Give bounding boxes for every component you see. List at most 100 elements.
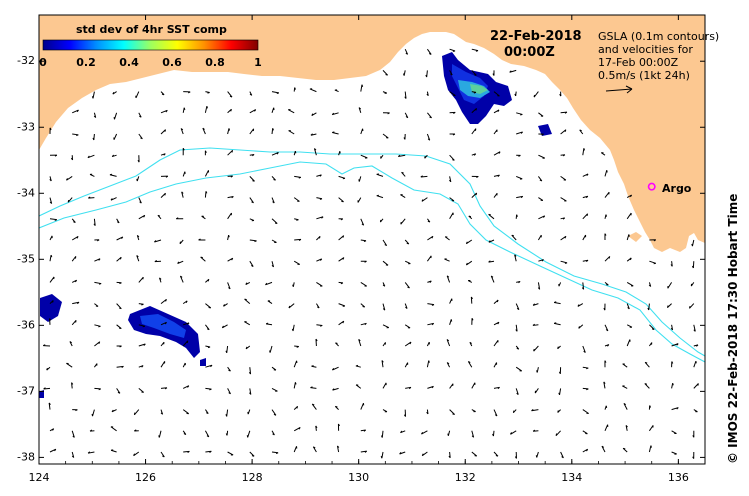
velocity-arrow — [582, 173, 589, 177]
velocity-arrow — [622, 363, 628, 368]
velocity-arrow — [693, 324, 696, 332]
velocity-arrow — [205, 364, 213, 368]
velocity-arrow — [316, 281, 323, 287]
velocity-arrow — [160, 361, 166, 368]
velocity-arrow — [331, 366, 339, 371]
velocity-arrow — [288, 130, 295, 135]
velocity-arrow — [154, 260, 162, 263]
velocity-arrow — [358, 176, 362, 182]
velocity-arrow — [138, 197, 142, 204]
gsla-legend: GSLA (0.1m contours) and velocities for … — [598, 30, 719, 94]
velocity-arrow — [160, 298, 167, 304]
velocity-arrow — [604, 324, 609, 332]
velocity-arrow — [177, 260, 184, 264]
velocity-arrow — [689, 303, 695, 309]
velocity-arrow — [693, 409, 698, 413]
velocity-arrow — [133, 409, 140, 416]
velocity-arrow — [182, 107, 186, 113]
velocity-arrow — [154, 239, 162, 243]
velocity-arrow — [691, 239, 695, 247]
date-label: 22-Feb-2018 — [490, 29, 582, 44]
x-tick-label: 134 — [561, 471, 582, 484]
velocity-arrow — [421, 430, 428, 435]
velocity-arrow — [403, 409, 407, 417]
velocity-arrow — [49, 448, 57, 453]
velocity-arrow — [71, 430, 75, 438]
velocity-arrow — [94, 239, 100, 242]
velocity-arrow — [671, 343, 679, 347]
velocity-arrow — [293, 360, 298, 368]
velocity-arrow — [426, 133, 431, 141]
velocity-arrow — [204, 430, 210, 438]
velocity-arrow — [316, 197, 323, 200]
velocity-arrow — [582, 195, 589, 199]
velocity-arrow — [315, 338, 318, 347]
velocity-arrow — [360, 260, 367, 263]
velocity-arrow — [398, 154, 406, 157]
velocity-arrow — [404, 341, 412, 347]
colorbar-tick-label: 0 — [39, 56, 47, 69]
velocity-arrow — [293, 197, 300, 202]
colorbar-ticks: 0 0.2 0.4 0.6 0.8 1 — [39, 56, 262, 69]
velocity-arrow — [334, 405, 339, 410]
velocity-arrow — [471, 91, 477, 94]
velocity-arrow — [160, 321, 167, 326]
velocity-arrow — [225, 345, 229, 354]
velocity-arrow — [248, 367, 252, 375]
velocity-arrow — [225, 409, 229, 417]
velocity-arrow — [582, 448, 589, 453]
velocity-arrow — [335, 342, 339, 347]
velocity-arrow — [626, 324, 633, 328]
velocity-arrow — [626, 234, 630, 241]
velocity-arrow — [426, 409, 429, 415]
velocity-arrow — [137, 155, 140, 163]
velocity-arrow — [223, 303, 228, 307]
velocity-arrow — [404, 260, 411, 265]
velocity-arrow — [92, 133, 95, 141]
gsla-contour-2 — [39, 161, 705, 363]
velocity-arrow — [71, 109, 79, 114]
velocity-arrow — [400, 194, 406, 199]
velocity-arrow — [449, 70, 453, 76]
velocity-arrow — [382, 70, 389, 76]
velocity-arrow — [67, 197, 73, 203]
velocity-arrow — [604, 282, 609, 286]
argo-marker: Argo — [647, 182, 692, 195]
velocity-arrow — [338, 197, 344, 203]
velocity-arrow — [138, 133, 143, 140]
velocity-arrow — [604, 256, 611, 262]
velocity-arrow — [404, 303, 408, 309]
velocity-arrow — [382, 303, 386, 311]
velocity-arrow — [109, 173, 117, 177]
velocity-arrow — [204, 106, 208, 113]
velocity-arrow — [421, 197, 428, 202]
legend-arrow-icon — [605, 85, 633, 94]
velocity-arrow — [249, 91, 253, 96]
time-label: 00:00Z — [504, 45, 555, 60]
velocity-arrow — [89, 173, 95, 177]
velocity-arrow — [493, 451, 499, 457]
velocity-arrow — [449, 154, 455, 161]
velocity-arrow — [180, 128, 184, 135]
velocity-arrow — [537, 282, 541, 290]
velocity-arrow — [246, 430, 251, 438]
sst-patches — [39, 52, 552, 398]
velocity-arrow — [427, 218, 431, 223]
velocity-arrow — [533, 345, 539, 352]
velocity-arrow — [249, 451, 255, 457]
velocity-arrow — [338, 303, 346, 307]
velocity-arrow — [514, 254, 517, 262]
velocity-arrow — [471, 70, 477, 76]
velocity-arrow — [116, 388, 121, 394]
velocity-arrow — [249, 128, 255, 135]
velocity-arrow — [160, 451, 165, 458]
velocity-arrow — [449, 111, 456, 114]
velocity-arrow — [116, 281, 122, 285]
velocity-arrow — [205, 91, 210, 94]
velocity-arrow — [182, 300, 188, 305]
velocity-arrow — [426, 91, 429, 97]
velocity-arrow — [116, 303, 122, 310]
velocity-arrow — [136, 176, 140, 182]
velocity-arrows — [43, 48, 699, 459]
velocity-arrow — [360, 322, 367, 326]
